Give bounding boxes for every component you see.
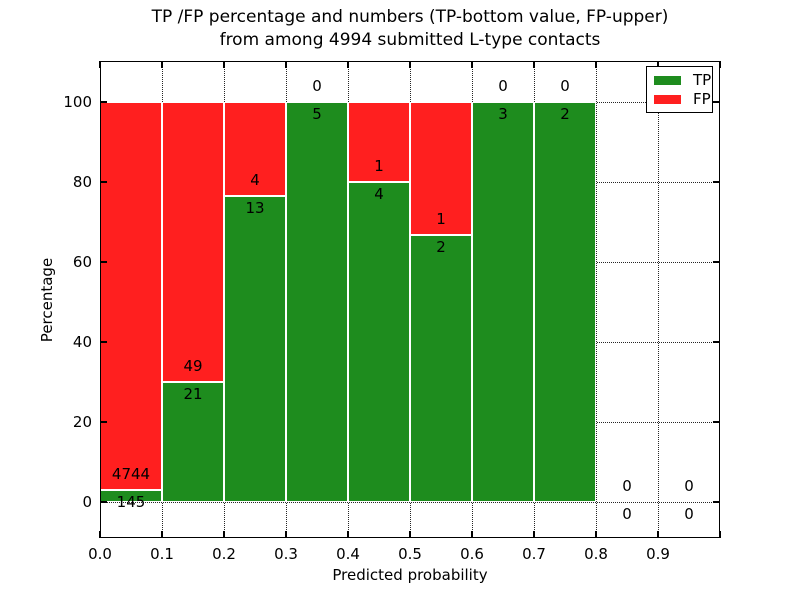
tp-count-label: 2 [560, 105, 570, 123]
x-tick-label: 0.8 [584, 545, 608, 563]
red-swatch-icon [654, 94, 681, 104]
x-tick-mark-top [347, 61, 349, 68]
x-tick-mark-bottom [409, 531, 411, 538]
legend: TP FP [646, 66, 713, 113]
y-tick-mark-right [713, 421, 720, 423]
x-tick-label: 0.9 [646, 545, 670, 563]
tp-count-label: 4 [374, 185, 384, 203]
x-tick-label: 0.2 [212, 545, 236, 563]
y-tick-label: 80 [72, 173, 92, 191]
fp-count-label: 4744 [111, 465, 151, 484]
bar-segment-tp [410, 235, 472, 502]
bar-segment-tp [348, 182, 410, 502]
y-tick-label: 40 [72, 333, 92, 351]
fp-count-label: 0 [622, 477, 632, 495]
x-tick-mark-bottom [657, 531, 659, 538]
chart-title-line2: from among 4994 submitted L-type contact… [219, 30, 601, 50]
bar-segment-tp [224, 196, 286, 502]
y-tick-mark-left [100, 101, 107, 103]
legend-item-tp: TP [654, 71, 712, 89]
x-axis-label: Predicted probability [332, 566, 488, 584]
y-tick-mark-left [100, 501, 107, 503]
y-tick-label: 0 [82, 493, 92, 511]
x-tick-mark-top [719, 61, 721, 68]
y-tick-mark-left [100, 181, 107, 183]
y-tick-mark-left [100, 421, 107, 423]
fp-count-label: 0 [498, 77, 508, 95]
x-tick-mark-top [285, 61, 287, 68]
x-tick-mark-bottom [533, 531, 535, 538]
x-tick-mark-top [533, 61, 535, 68]
y-tick-mark-left [100, 341, 107, 343]
tp-count-label: 0 [622, 505, 632, 523]
x-tick-mark-bottom [595, 531, 597, 538]
y-tick-mark-right [713, 261, 720, 263]
y-tick-label: 100 [63, 93, 92, 111]
x-tick-mark-top [595, 61, 597, 68]
x-tick-mark-bottom [99, 531, 101, 538]
fp-count-label: 0 [560, 77, 570, 95]
fp-count-label: 49 [183, 357, 203, 375]
tp-count-label: 21 [183, 385, 203, 403]
x-tick-label: 0.6 [460, 545, 484, 563]
x-tick-mark-bottom [719, 531, 721, 538]
x-tick-label: 0.5 [398, 545, 422, 563]
y-tick-mark-right [713, 181, 720, 183]
green-swatch-icon [654, 75, 681, 85]
plot-area: TP FP 4744 145 49 21 4 13 0 5 1 4 1 2 0 3 0 2 0 0 0 0 [99, 61, 721, 538]
chart-title: TP /FP percentage and numbers (TP-bottom… [100, 6, 720, 52]
x-tick-label: 0.4 [336, 545, 360, 563]
chart-title-line1: TP /FP percentage and numbers (TP-bottom… [151, 7, 669, 27]
fp-count-label: 1 [436, 210, 446, 229]
fp-count-label: 0 [684, 477, 694, 495]
vertical-gridline [596, 61, 597, 538]
x-tick-mark-top [161, 61, 163, 68]
x-tick-label: 0.7 [522, 545, 546, 563]
y-tick-mark-right [713, 341, 720, 343]
bar-segment-tp [286, 102, 348, 502]
bar-segment-fp [348, 102, 410, 182]
x-tick-mark-bottom [471, 531, 473, 538]
tp-count-label: 3 [498, 105, 508, 123]
y-tick-mark-left [100, 261, 107, 263]
x-tick-mark-top [223, 61, 225, 68]
tp-count-label: 145 [116, 493, 146, 512]
tp-count-label: 0 [684, 505, 694, 523]
x-tick-mark-bottom [347, 531, 349, 538]
x-tick-mark-top [409, 61, 411, 68]
tp-count-label: 2 [436, 238, 446, 257]
x-tick-label: 0.1 [150, 545, 174, 563]
bar-segment-tp [534, 102, 596, 502]
y-tick-mark-right [713, 501, 720, 503]
y-tick-label: 20 [72, 413, 92, 431]
bar-segment-fp [410, 102, 472, 236]
y-tick-label: 60 [72, 253, 92, 271]
bar-segment-fp [224, 102, 286, 197]
x-tick-mark-top [657, 61, 659, 68]
legend-item-fp: FP [654, 90, 712, 108]
x-tick-mark-top [471, 61, 473, 68]
vertical-gridline [658, 61, 659, 538]
x-tick-label: 0.3 [274, 545, 298, 563]
x-tick-mark-top [99, 61, 101, 68]
fp-count-label: 0 [312, 77, 322, 95]
fp-count-label: 1 [374, 157, 384, 175]
legend-label: TP [693, 71, 712, 89]
y-tick-mark-right [713, 101, 720, 103]
bar-segment-tp [472, 102, 534, 502]
bar-segment-fp [162, 102, 224, 382]
bar-segment-fp [100, 102, 162, 491]
x-tick-mark-bottom [223, 531, 225, 538]
tp-count-label: 13 [245, 199, 265, 218]
x-tick-mark-bottom [285, 531, 287, 538]
fp-count-label: 4 [250, 171, 260, 190]
tp-count-label: 5 [312, 105, 322, 123]
x-tick-label: 0.0 [88, 545, 112, 563]
horizontal-gridline [100, 502, 720, 503]
bar-segment-tp [162, 382, 224, 502]
x-tick-mark-bottom [161, 531, 163, 538]
legend-label: FP [693, 90, 711, 108]
